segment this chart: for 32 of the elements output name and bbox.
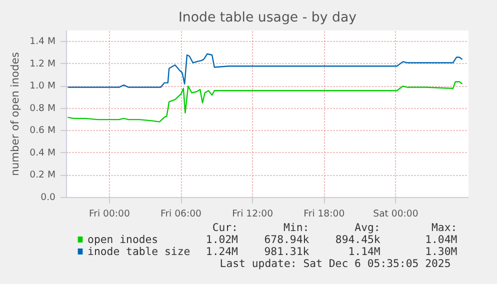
- text: Cur:: [212, 221, 238, 234]
- y-tick-label: 0.4 M: [30, 147, 56, 158]
- text: 981.31k: [264, 245, 310, 258]
- x-tick-label: Fri 00:00: [88, 208, 130, 220]
- y-tick-label: 0.8 M: [30, 102, 56, 114]
- text: Min:: [283, 221, 310, 234]
- legend-label: inode table size: [88, 245, 190, 258]
- text: 1.02M: [206, 233, 238, 246]
- text: 1.24M: [206, 245, 238, 258]
- x-tick-label: Fri 12:00: [232, 208, 274, 220]
- y-tick-label: 1.4 M: [30, 36, 56, 48]
- y-tick-label: 1.0 M: [30, 80, 56, 92]
- x-tick-label: Fri 18:00: [304, 208, 345, 220]
- legend-label: open inodes: [88, 233, 158, 246]
- text: Last update: Sat Dec 6 05:35:05 2025: [220, 257, 451, 270]
- line-series: [67, 53, 463, 88]
- text: 678.94k: [264, 233, 310, 246]
- line-series: [67, 81, 463, 122]
- x-tick-label: Fri 06:00: [160, 208, 202, 220]
- y-tick-label: 0.2 M: [30, 170, 56, 181]
- text: 894.45k: [335, 233, 381, 246]
- text: 1.04M: [425, 233, 458, 246]
- y-tick-label: 0.0: [40, 192, 56, 203]
- text: Avg:: [354, 221, 380, 234]
- text: 1.14M: [348, 245, 380, 258]
- y-tick-label: 0.6 M: [30, 125, 56, 136]
- chart-title: Inode table usage - by day: [178, 10, 357, 26]
- y-tick-label: 1.2 M: [30, 58, 56, 70]
- y-axis-title: number of open inodes: [8, 52, 22, 176]
- x-tick-label: Sat 00:00: [373, 208, 418, 220]
- text: Max:: [432, 221, 458, 234]
- text: 1.30M: [425, 245, 458, 258]
